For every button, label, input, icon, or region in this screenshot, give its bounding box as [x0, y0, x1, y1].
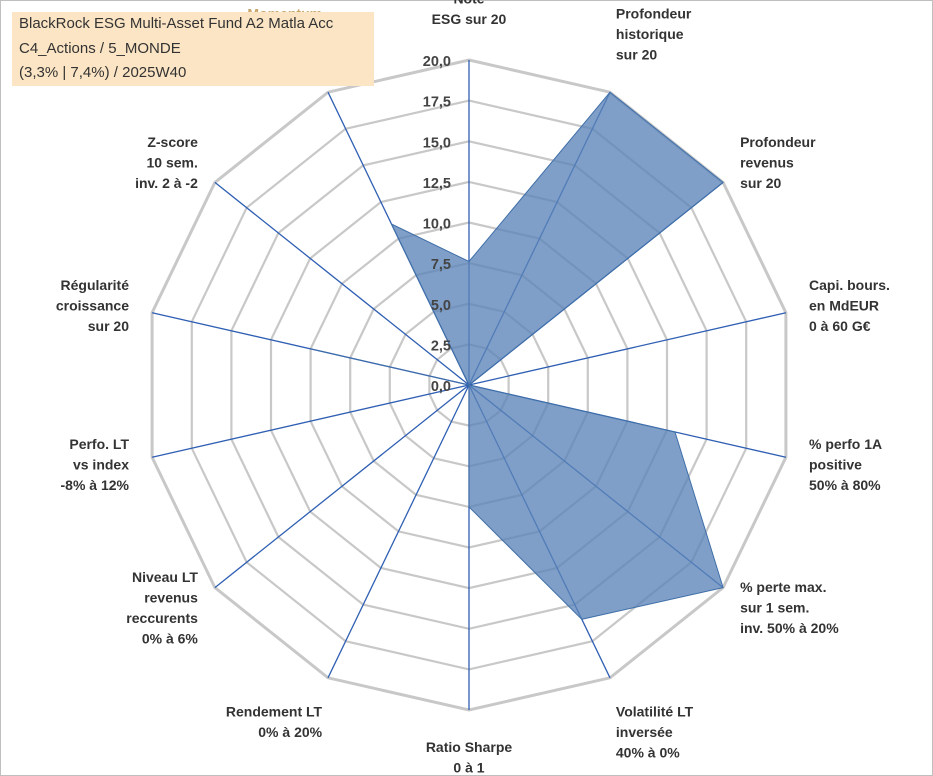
axis-spoke	[327, 384, 470, 679]
axis-label: Ratio Sharpe 0 à 1	[426, 739, 513, 776]
chart-title-line-3: (3,3% | 7,4%) / 2025W40	[19, 64, 187, 81]
r-tick-label: 10,0	[423, 217, 451, 233]
axis-spoke	[151, 384, 470, 458]
r-tick-label: 7,5	[431, 257, 451, 273]
axis-label: Rendement LT 0% à 20%	[226, 704, 323, 741]
chart-title-line-2: C4_Actions / 5_MONDE	[19, 40, 181, 57]
axis-label: Capi. bours. en MdEUR 0 à 60 G€	[809, 277, 890, 334]
r-tick-label: 12,5	[423, 176, 451, 192]
r-tick-label: 2,5	[431, 338, 451, 354]
r-tick-label: 20,0	[423, 54, 451, 70]
axis-label: Profondeur historique sur 20	[616, 5, 692, 62]
r-tick-label: 5,0	[431, 298, 451, 314]
axis-spoke	[214, 384, 470, 589]
r-tick-label: 0,0	[431, 379, 451, 395]
axis-label: % perfo 1A positive 50% à 80%	[809, 436, 882, 493]
axis-label: Régularité croissance sur 20	[56, 277, 129, 334]
series-area	[310, 91, 724, 620]
r-tick-label: 15,0	[423, 135, 451, 151]
axis-label: Volatilité LT inversée 40% à 0%	[616, 704, 694, 761]
axis-label: Niveau LT revenus reccurents 0% à 6%	[126, 569, 198, 647]
axis-label: Z-score 10 sem. inv. 2 à -2	[135, 134, 198, 191]
chart-title-line-1: BlackRock ESG Multi-Asset Fund A2 Matla …	[19, 15, 334, 32]
axis-label: % perte max. sur 1 sem. inv. 50% à 20%	[740, 579, 839, 636]
radial-tick-labels: 0,0 2,5 5,0 7,5 10,0 12,5 15,0 17,5 20,0	[423, 54, 451, 395]
chart-title-box: BlackRock ESG Multi-Asset Fund A2 Matla …	[12, 12, 374, 86]
axis-label: NoteESG sur 20	[432, 0, 507, 27]
axis-spoke	[468, 312, 787, 386]
axis-spoke	[214, 181, 470, 386]
axis-label: Profondeur revenus sur 20	[740, 134, 816, 191]
axis-label: Perfo. LT vs index -8% à 12%	[61, 436, 130, 493]
r-tick-label: 17,5	[423, 95, 451, 111]
